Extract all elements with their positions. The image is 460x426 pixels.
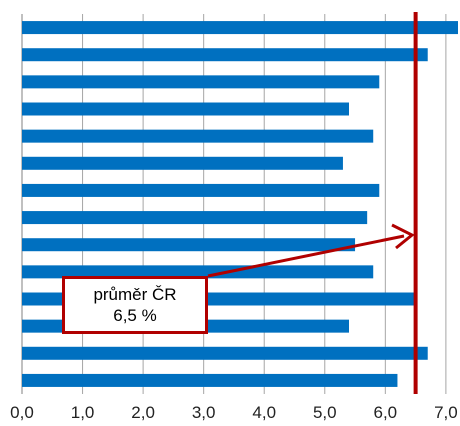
- bar: [22, 48, 428, 62]
- average-annotation-box: průměr ČR 6,5 %: [62, 276, 208, 334]
- bar: [22, 102, 349, 116]
- bar: [22, 265, 374, 279]
- annotation-line-2: 6,5 %: [113, 306, 157, 325]
- x-tick-label: 3,0: [192, 403, 216, 422]
- x-axis-ticks: 0,0 1,0 2,0 3,0 4,0 5,0 6,0 7,0: [10, 403, 458, 422]
- bar: [22, 238, 356, 252]
- x-tick-label: 7,0: [434, 403, 458, 422]
- bar: [22, 346, 428, 360]
- x-tick-label: 6,0: [374, 403, 398, 422]
- bar: [22, 75, 380, 89]
- annotation-arrow: [207, 223, 415, 278]
- x-tick-label: 4,0: [252, 403, 276, 422]
- x-tick-label: 2,0: [131, 403, 155, 422]
- bar: [22, 373, 398, 387]
- gridlines: [21, 14, 447, 394]
- bars: [22, 21, 458, 387]
- bar: [22, 129, 374, 143]
- bar: [22, 156, 343, 170]
- annotation-line-1: průměr ČR: [93, 285, 177, 304]
- bar: [22, 21, 458, 35]
- x-tick-label: 1,0: [71, 403, 95, 422]
- bar: [22, 211, 368, 225]
- bar: [22, 183, 380, 197]
- x-tick-label: 5,0: [313, 403, 337, 422]
- x-tick-label: 0,0: [10, 403, 34, 422]
